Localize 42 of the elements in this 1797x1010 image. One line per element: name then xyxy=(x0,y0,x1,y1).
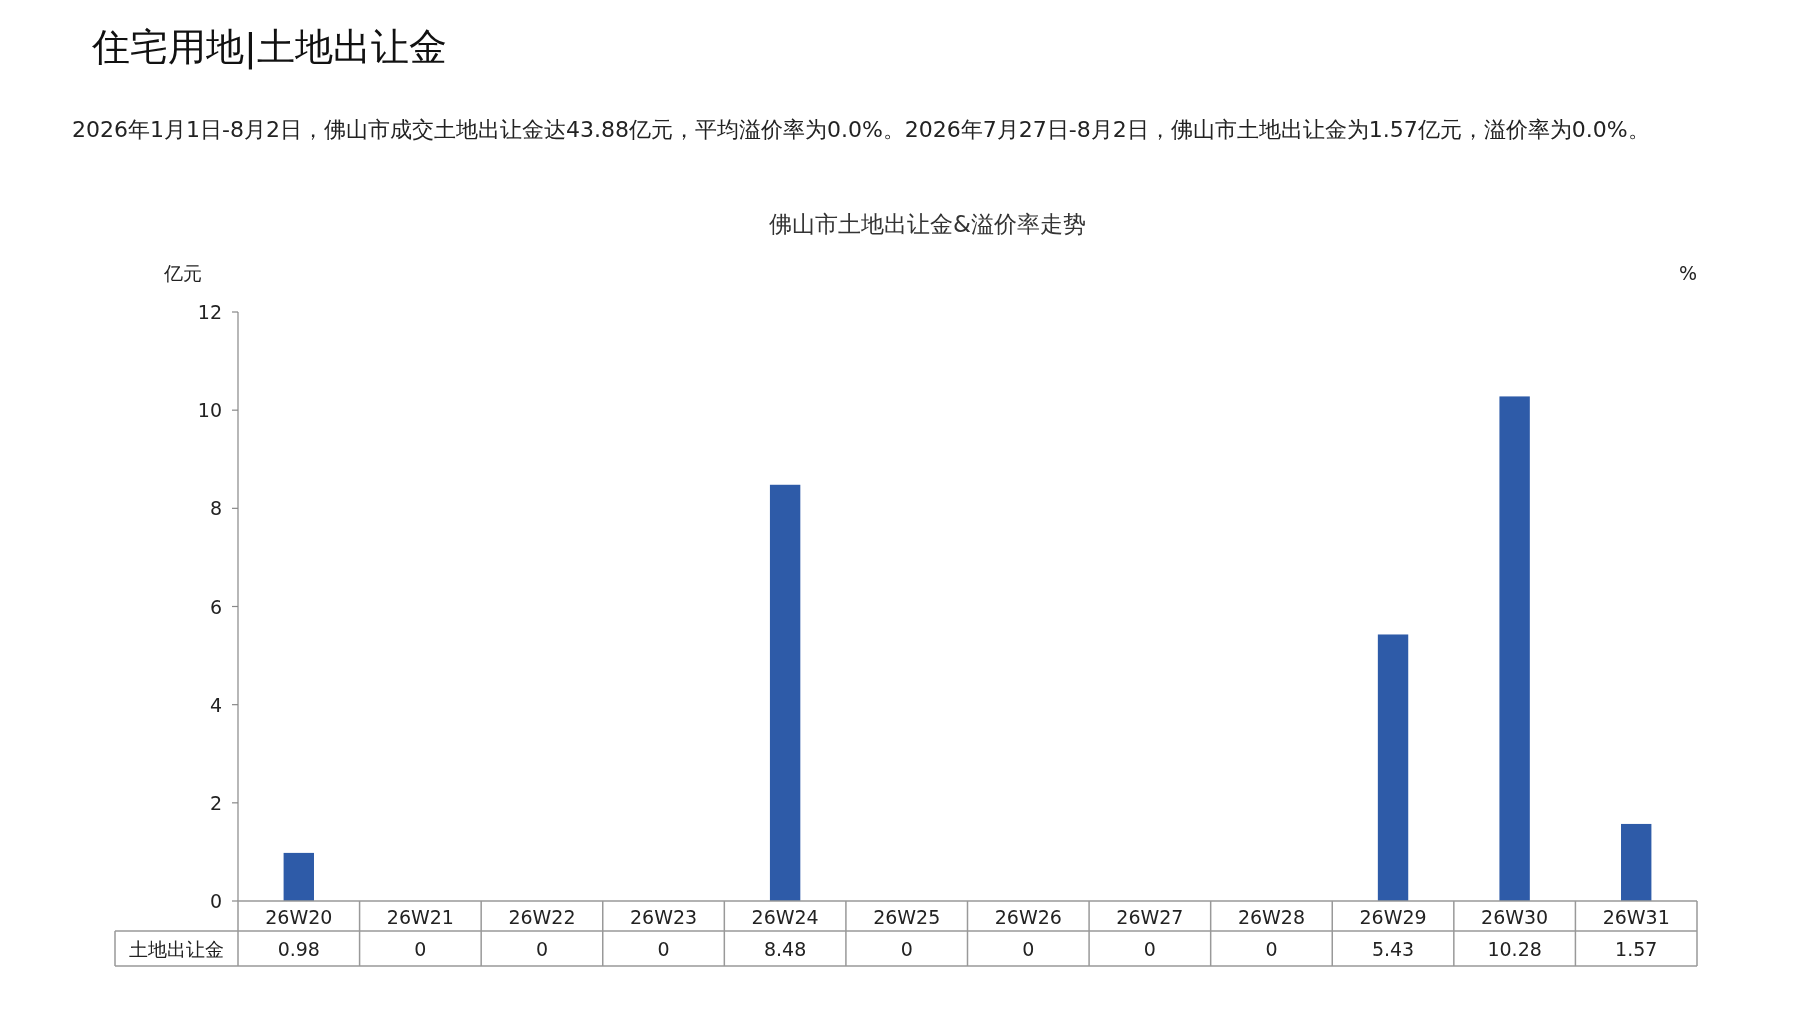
x-tick-label: 26W21 xyxy=(386,906,454,928)
data-label: 8.48 xyxy=(763,938,807,960)
data-label: 0 xyxy=(1022,938,1035,960)
text: 土地出让金 xyxy=(129,938,224,960)
y-tick-label: 0 xyxy=(209,890,222,912)
bar xyxy=(1499,396,1530,901)
data-label: 0 xyxy=(1265,938,1278,960)
y-tick-label: 12 xyxy=(197,301,222,323)
y-axis-title: 亿元 xyxy=(163,262,202,284)
data-label: 0 xyxy=(657,938,670,960)
x-tick-label: 26W23 xyxy=(629,906,698,928)
y-tick-label: 2 xyxy=(209,791,222,814)
y-tick-label: 10 xyxy=(197,399,222,422)
data-label: 0 xyxy=(414,938,427,960)
x-tick-label: 26W22 xyxy=(508,906,576,928)
x-tick-label: 26W25 xyxy=(873,906,941,928)
bar xyxy=(283,852,314,901)
chart-title: 住宅用地|土地出让金 xyxy=(92,24,447,72)
data-label: 0 xyxy=(900,938,913,960)
data-label: 0 xyxy=(535,938,549,960)
data-label: 0.98 xyxy=(277,938,320,960)
data-label: 5.43 xyxy=(1371,938,1415,960)
data-label: 1.57 xyxy=(1615,938,1658,960)
bar xyxy=(1621,823,1652,901)
text: 2026年1月1日-8月2日，佛山市成交土地出让金达43.88亿元，平均溢价率为0.0%。2026年7月27日-8月2日，佛山市土地出让金为1.57亿元，溢价率为0.0%。 xyxy=(72,116,1651,144)
chart-subtitle: 佛山市土地出让金&溢价率走势 xyxy=(769,211,1086,237)
x-tick-label: 26W30 xyxy=(1481,906,1549,928)
bar xyxy=(1377,634,1409,901)
bar xyxy=(769,484,801,901)
x-tick-label: 26W26 xyxy=(994,906,1062,928)
y-tick-label: 8 xyxy=(209,497,222,520)
y-tick-label: 6 xyxy=(209,595,222,618)
x-tick-label: 26W24 xyxy=(751,906,819,928)
data-label: 10.28 xyxy=(1487,938,1542,960)
x-tick-label: 26W31 xyxy=(1602,906,1670,928)
x-tick-label: 26W20 xyxy=(265,906,333,928)
data-label: 0 xyxy=(1143,938,1156,960)
x-tick-label: 26W27 xyxy=(1116,906,1184,928)
x-tick-label: 26W28 xyxy=(1237,906,1306,928)
y2-axis-title: % xyxy=(1678,262,1698,284)
x-tick-label: 26W29 xyxy=(1359,906,1427,928)
y-tick-label: 4 xyxy=(209,693,222,716)
